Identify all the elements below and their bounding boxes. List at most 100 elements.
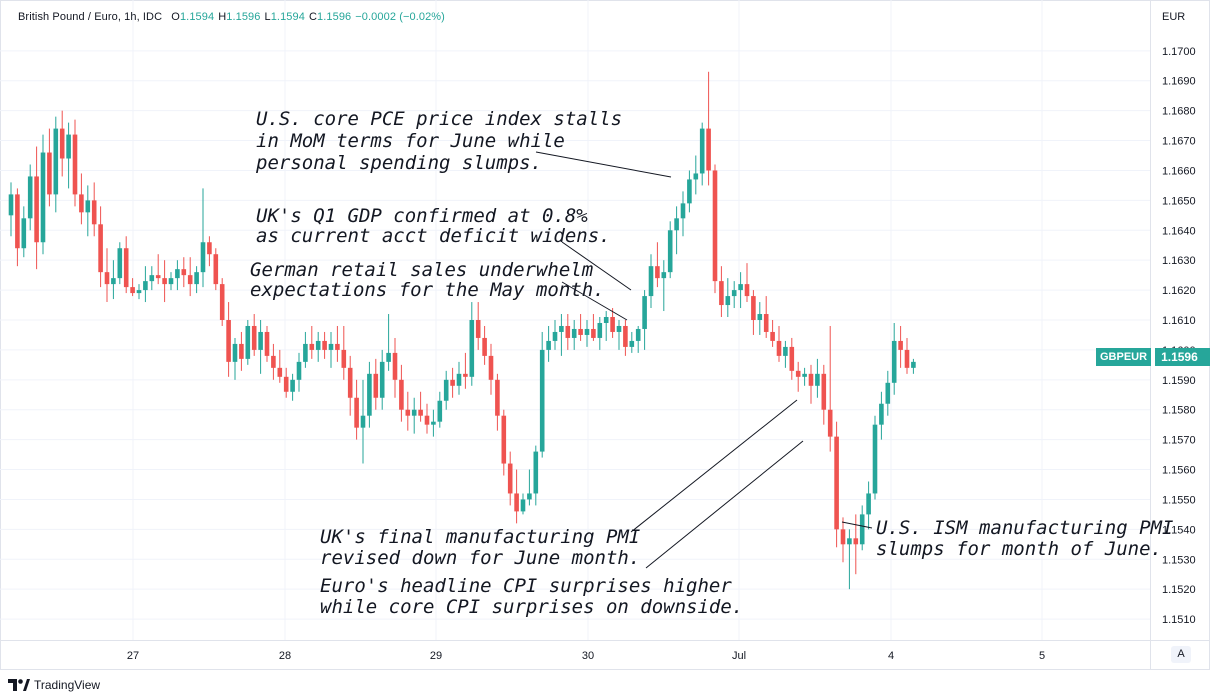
candle-down (495, 373, 500, 431)
candle-body (175, 269, 180, 279)
candle-body (437, 400, 443, 422)
currency-label: EUR (1162, 11, 1186, 23)
y-tick-label: 1.1610 (1162, 315, 1196, 327)
candle-body (815, 373, 820, 386)
candle-down (162, 260, 167, 303)
candle-up (245, 320, 251, 365)
price-axis: 1.1510 1.1520 1.1530 1.1540 1.1550 1.1560 1.15… (1162, 46, 1196, 626)
candle-down (770, 320, 775, 347)
candle-body (693, 173, 699, 180)
annotation-cpi-line: while core CPI surprises on downside. (320, 596, 743, 618)
candle-body (783, 346, 788, 356)
candle-body (744, 284, 750, 297)
candle-down (399, 364, 404, 422)
candle-body (258, 331, 263, 350)
candle-up (603, 311, 609, 341)
candle-down (123, 236, 129, 294)
candle-body (335, 343, 340, 350)
candle-body (706, 128, 711, 171)
candle-body (795, 370, 801, 377)
candle-up (437, 391, 443, 428)
candle-up (367, 361, 372, 428)
candle-body (251, 325, 257, 350)
candle-body (232, 343, 238, 362)
y-tick-label: 1.1510 (1162, 614, 1196, 626)
candle-down (72, 119, 78, 207)
annotation-gdp-line: UK's Q1 GDP confirmed at 0.8% (256, 205, 588, 227)
candle-up (21, 206, 27, 258)
x-tick-label: 27 (127, 650, 139, 662)
candle-down (15, 188, 20, 267)
candle-up (616, 320, 622, 350)
candle-up (143, 266, 148, 303)
candles (8, 71, 916, 590)
candle-body (591, 328, 596, 338)
candle-body (827, 409, 833, 437)
candle-up (296, 352, 302, 392)
candle-body (34, 176, 39, 243)
candle-up (431, 409, 436, 437)
candle-body (847, 538, 852, 545)
candle-up (571, 320, 577, 350)
candle-body (763, 314, 769, 332)
current-price-tag: GBPEUR 1.1596 (1096, 348, 1210, 366)
candle-up (546, 325, 551, 362)
candle-body (117, 248, 123, 279)
candle-up (40, 134, 46, 255)
candle-body (904, 349, 910, 368)
candle-body (277, 367, 283, 377)
candle-up (661, 260, 667, 312)
candle-up (386, 314, 391, 371)
candle-down (392, 337, 398, 398)
candle-body (200, 242, 206, 273)
candle-up (85, 185, 91, 237)
candle-body (571, 328, 577, 338)
candle-up (674, 206, 679, 255)
candle-body (751, 296, 756, 320)
candle-body (149, 275, 155, 282)
auto-scale-button[interactable]: A (1171, 646, 1191, 663)
candle-down (789, 337, 795, 380)
candlestick-chart[interactable]: 1.1510 1.1520 1.1530 1.1540 1.1550 1.1560 1.15… (0, 0, 1210, 670)
candle-down (463, 352, 468, 389)
candle-body (635, 328, 641, 341)
candle-body (655, 266, 660, 279)
candle-down (776, 325, 782, 362)
annotation-leader-line (630, 399, 798, 533)
candle-body (303, 343, 308, 362)
candle-down (834, 421, 839, 548)
candle-body (661, 272, 667, 279)
candle-body (885, 382, 891, 404)
candle-body (315, 340, 321, 350)
candle-down (514, 469, 519, 524)
candle-up (194, 266, 199, 294)
candle-up (303, 331, 308, 368)
candle-down (450, 367, 455, 398)
candle-body (514, 493, 519, 512)
candle-body (898, 340, 903, 350)
candle-body (411, 409, 417, 416)
candle-down (34, 146, 39, 270)
candle-body (367, 373, 372, 416)
candle-down (898, 325, 903, 368)
candle-body (309, 343, 315, 350)
y-tick-label: 1.1690 (1162, 76, 1196, 88)
candle-body (610, 317, 615, 332)
annotation-pce-line: U.S. core PCE price index stalls (256, 108, 622, 130)
candle-body (143, 281, 148, 291)
footer-brand: TradingView (34, 678, 101, 692)
candle-body (239, 343, 244, 359)
candle-down (623, 320, 628, 356)
candle-body (834, 436, 839, 530)
candle-body (155, 275, 161, 279)
candle-down (104, 248, 110, 303)
candle-up (258, 320, 263, 374)
y-tick-label: 1.1570 (1162, 435, 1196, 447)
candle-up (456, 361, 462, 395)
candle-up (117, 242, 123, 285)
candle-body (603, 317, 609, 323)
footer: TradingView (8, 678, 100, 692)
candle-body (725, 296, 731, 306)
candle-up (66, 122, 71, 189)
candle-body (450, 379, 455, 386)
